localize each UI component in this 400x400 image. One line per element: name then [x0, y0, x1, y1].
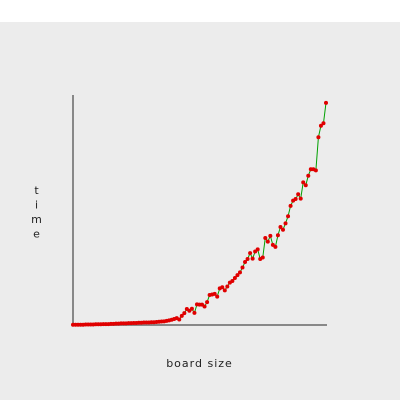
data-point: [261, 255, 265, 259]
data-point: [246, 257, 250, 261]
series-line-time: [73, 103, 326, 325]
y-axis-label-letter: t: [34, 184, 39, 197]
data-point: [192, 311, 196, 315]
y-axis-label-letter: i: [35, 199, 39, 212]
data-point: [268, 234, 272, 238]
data-point: [225, 285, 229, 289]
data-point: [314, 168, 318, 172]
y-axis-label-letter: m: [31, 213, 43, 226]
data-point: [205, 300, 209, 304]
data-point: [182, 311, 186, 315]
data-point: [241, 266, 245, 270]
data-point: [223, 288, 227, 292]
data-point: [281, 228, 285, 232]
data-point: [220, 285, 224, 289]
data-point: [276, 233, 280, 237]
data-point: [263, 236, 267, 240]
data-point: [296, 192, 300, 196]
data-point: [248, 251, 252, 255]
data-point: [177, 318, 181, 322]
data-point: [299, 197, 303, 201]
data-point: [238, 270, 242, 274]
data-point: [306, 174, 310, 178]
series-layer: [71, 101, 328, 327]
data-point: [273, 245, 277, 249]
data-point: [266, 240, 270, 244]
data-point: [215, 295, 219, 299]
data-point: [284, 221, 288, 225]
x-axis-label: board size: [166, 357, 233, 370]
data-point: [289, 204, 293, 208]
data-point: [324, 101, 328, 105]
data-point: [256, 247, 260, 251]
data-point: [316, 135, 320, 139]
data-point: [203, 304, 207, 308]
data-point: [321, 121, 325, 125]
data-point: [190, 307, 194, 311]
data-point: [286, 214, 290, 218]
y-axis-label-letter: e: [33, 228, 41, 241]
data-point: [304, 183, 308, 187]
data-point: [294, 197, 298, 201]
axes: [72, 95, 327, 326]
data-point: [251, 257, 255, 261]
